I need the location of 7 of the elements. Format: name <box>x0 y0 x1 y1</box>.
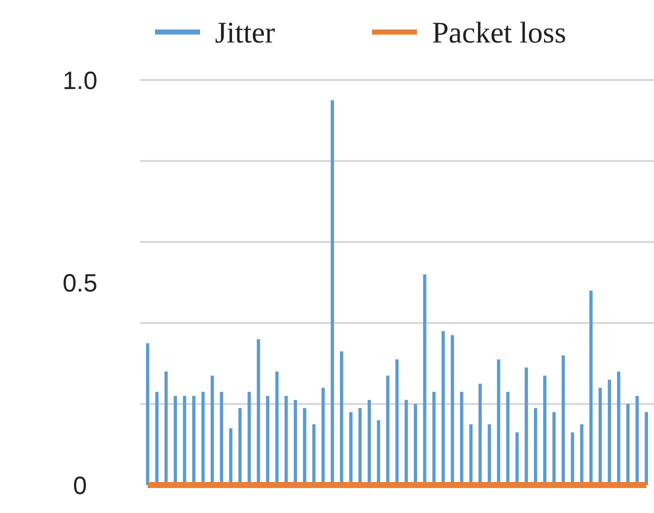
y-tick-label: 1.0 <box>62 66 98 95</box>
legend-label: Jitter <box>215 16 275 50</box>
legend-label: Packet loss <box>432 16 566 50</box>
bar <box>146 343 150 485</box>
bar <box>644 412 648 485</box>
y-tick-label: 0.5 <box>62 269 98 298</box>
y-tick-label: 0 <box>73 472 87 500</box>
